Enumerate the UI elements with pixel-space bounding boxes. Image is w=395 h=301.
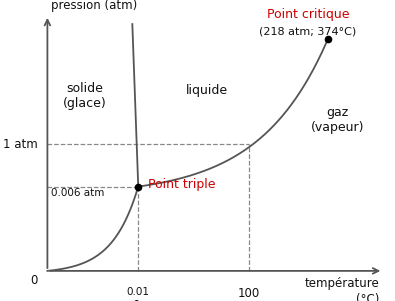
Text: 0.01: 0.01 bbox=[127, 287, 150, 297]
Text: Point triple: Point triple bbox=[148, 178, 216, 191]
Text: 1 atm: 1 atm bbox=[3, 138, 38, 151]
Text: température: température bbox=[305, 277, 379, 290]
Text: gaz
(vapeur): gaz (vapeur) bbox=[311, 106, 365, 135]
Text: 0: 0 bbox=[133, 299, 140, 301]
Text: (°C): (°C) bbox=[356, 293, 379, 301]
Text: Point critique: Point critique bbox=[267, 8, 349, 21]
Text: 0: 0 bbox=[30, 274, 38, 287]
Text: liquide: liquide bbox=[186, 84, 228, 97]
Text: 0.006 atm: 0.006 atm bbox=[51, 188, 105, 198]
Text: (218 atm; 374°C): (218 atm; 374°C) bbox=[260, 26, 357, 36]
Text: 100: 100 bbox=[238, 287, 260, 300]
Text: solide
(glace): solide (glace) bbox=[63, 82, 107, 110]
Text: pression (atm): pression (atm) bbox=[51, 0, 137, 12]
